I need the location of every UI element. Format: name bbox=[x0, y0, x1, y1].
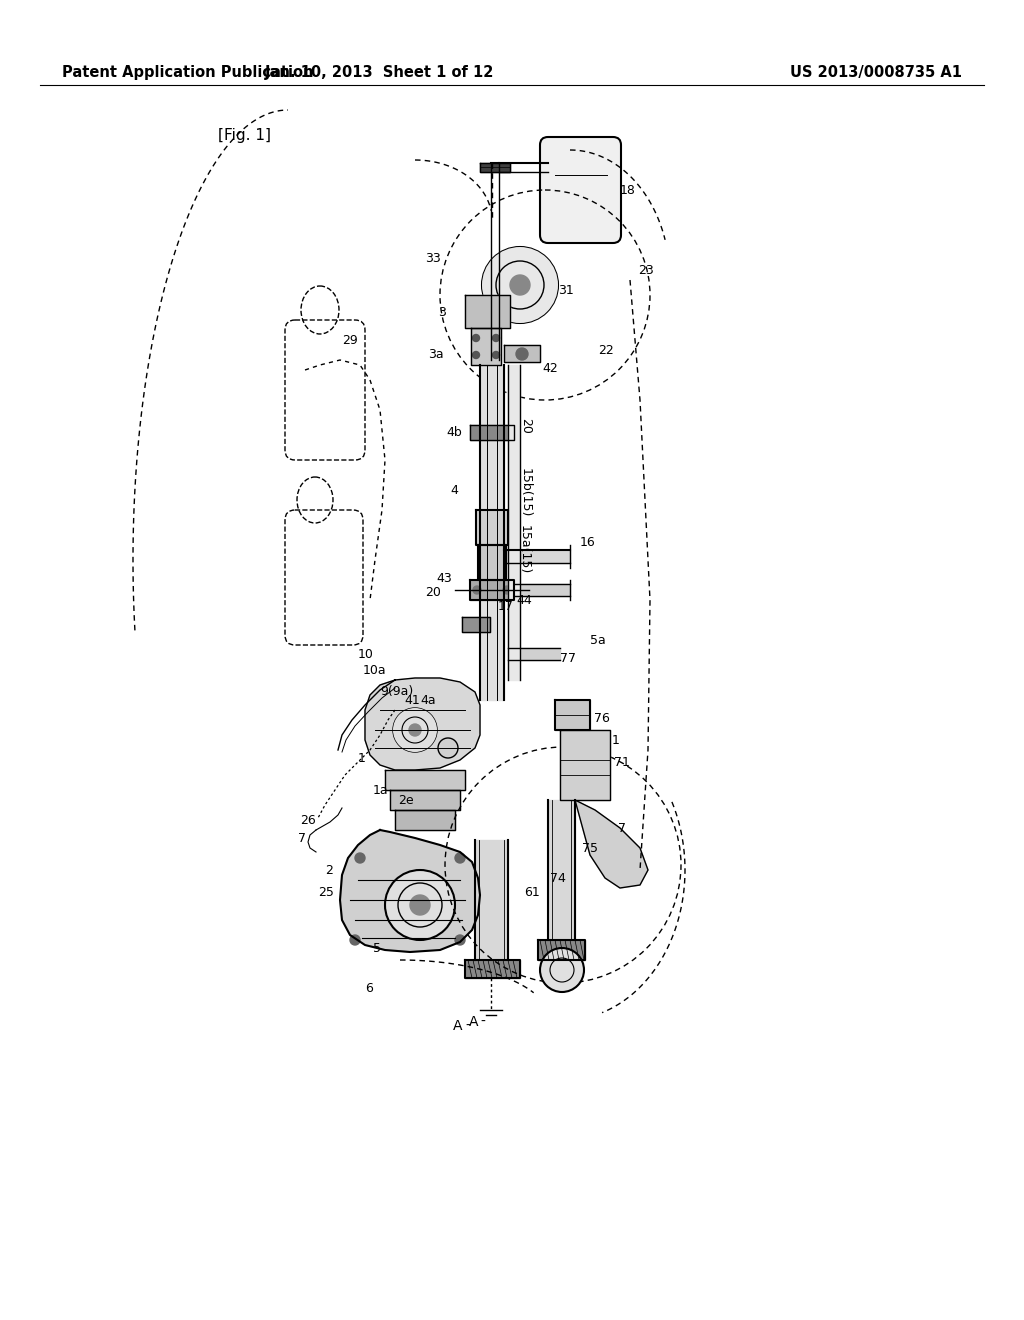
Text: 3a: 3a bbox=[428, 348, 443, 362]
Text: 25: 25 bbox=[318, 886, 334, 899]
Text: 43: 43 bbox=[436, 572, 452, 585]
Circle shape bbox=[455, 853, 465, 863]
Text: 61: 61 bbox=[524, 886, 540, 899]
Polygon shape bbox=[471, 327, 501, 366]
Text: A: A bbox=[453, 1019, 463, 1034]
Circle shape bbox=[385, 870, 455, 940]
Circle shape bbox=[409, 723, 421, 737]
Text: 41: 41 bbox=[404, 693, 420, 706]
Polygon shape bbox=[475, 840, 508, 960]
Text: 18: 18 bbox=[620, 183, 636, 197]
Polygon shape bbox=[470, 579, 514, 601]
Polygon shape bbox=[555, 700, 590, 730]
Text: 1: 1 bbox=[358, 751, 366, 764]
Circle shape bbox=[350, 935, 360, 945]
Text: 4a: 4a bbox=[420, 693, 435, 706]
Text: 74: 74 bbox=[550, 871, 566, 884]
Circle shape bbox=[472, 334, 479, 342]
Polygon shape bbox=[480, 366, 504, 700]
Text: 2e: 2e bbox=[398, 793, 414, 807]
Polygon shape bbox=[575, 800, 648, 888]
Circle shape bbox=[473, 586, 481, 594]
Text: 29: 29 bbox=[342, 334, 357, 346]
Polygon shape bbox=[478, 545, 506, 579]
Circle shape bbox=[482, 247, 558, 323]
Text: 1: 1 bbox=[612, 734, 620, 747]
Text: 26: 26 bbox=[300, 813, 315, 826]
Polygon shape bbox=[508, 648, 560, 660]
Circle shape bbox=[410, 895, 430, 915]
Text: 16: 16 bbox=[580, 536, 596, 549]
Text: 15b(15): 15b(15) bbox=[518, 469, 531, 517]
Circle shape bbox=[393, 708, 437, 752]
Text: 3: 3 bbox=[438, 305, 445, 318]
Text: 4b: 4b bbox=[446, 425, 462, 438]
Polygon shape bbox=[560, 730, 610, 800]
Text: [Fig. 1]: [Fig. 1] bbox=[218, 128, 271, 143]
Polygon shape bbox=[462, 616, 490, 632]
Polygon shape bbox=[480, 162, 510, 172]
Polygon shape bbox=[548, 800, 575, 940]
Circle shape bbox=[510, 275, 530, 294]
Text: 10a: 10a bbox=[362, 664, 387, 676]
Circle shape bbox=[516, 348, 528, 360]
Text: 6: 6 bbox=[365, 982, 373, 994]
Polygon shape bbox=[538, 940, 585, 960]
Text: 44: 44 bbox=[516, 594, 531, 606]
Text: 76: 76 bbox=[594, 711, 610, 725]
Text: 75: 75 bbox=[582, 842, 598, 854]
Polygon shape bbox=[340, 830, 480, 952]
Circle shape bbox=[503, 586, 511, 594]
Text: 31: 31 bbox=[558, 284, 573, 297]
Text: Patent Application Publication: Patent Application Publication bbox=[62, 65, 313, 79]
Circle shape bbox=[493, 351, 500, 359]
Text: 22: 22 bbox=[598, 343, 613, 356]
Polygon shape bbox=[504, 345, 540, 362]
Circle shape bbox=[472, 351, 479, 359]
Circle shape bbox=[355, 853, 365, 863]
Text: 77: 77 bbox=[560, 652, 575, 664]
Polygon shape bbox=[465, 960, 520, 978]
Circle shape bbox=[493, 334, 500, 342]
FancyBboxPatch shape bbox=[540, 137, 621, 243]
Text: 42: 42 bbox=[542, 362, 558, 375]
Polygon shape bbox=[476, 510, 508, 545]
Text: 5: 5 bbox=[373, 941, 381, 954]
Text: 9(9a): 9(9a) bbox=[380, 685, 414, 698]
Polygon shape bbox=[504, 550, 570, 564]
Text: 20: 20 bbox=[425, 586, 441, 598]
Polygon shape bbox=[385, 770, 465, 789]
Text: 15a(15): 15a(15) bbox=[517, 525, 530, 574]
Text: A: A bbox=[469, 1015, 478, 1030]
Text: 4: 4 bbox=[450, 483, 458, 496]
Polygon shape bbox=[365, 678, 480, 770]
Text: Jan. 10, 2013  Sheet 1 of 12: Jan. 10, 2013 Sheet 1 of 12 bbox=[265, 65, 495, 79]
Polygon shape bbox=[395, 810, 455, 830]
Text: 71: 71 bbox=[614, 755, 630, 768]
Text: -: - bbox=[480, 1015, 485, 1030]
Text: 5a: 5a bbox=[590, 634, 606, 647]
Polygon shape bbox=[514, 583, 570, 597]
Text: US 2013/0008735 A1: US 2013/0008735 A1 bbox=[790, 65, 962, 79]
Text: 33: 33 bbox=[425, 252, 440, 264]
Circle shape bbox=[540, 948, 584, 993]
Text: 20: 20 bbox=[519, 418, 532, 434]
Text: 1a: 1a bbox=[373, 784, 389, 796]
Circle shape bbox=[455, 935, 465, 945]
Text: 2: 2 bbox=[325, 863, 333, 876]
Text: 10: 10 bbox=[358, 648, 374, 661]
Polygon shape bbox=[470, 425, 514, 440]
Text: 17: 17 bbox=[498, 599, 514, 612]
Text: 7: 7 bbox=[618, 821, 626, 834]
Text: 7: 7 bbox=[298, 832, 306, 845]
Polygon shape bbox=[390, 789, 460, 810]
Text: 23: 23 bbox=[638, 264, 653, 276]
Circle shape bbox=[438, 738, 458, 758]
Polygon shape bbox=[465, 294, 510, 327]
Polygon shape bbox=[508, 366, 520, 680]
Text: -: - bbox=[465, 1019, 470, 1034]
